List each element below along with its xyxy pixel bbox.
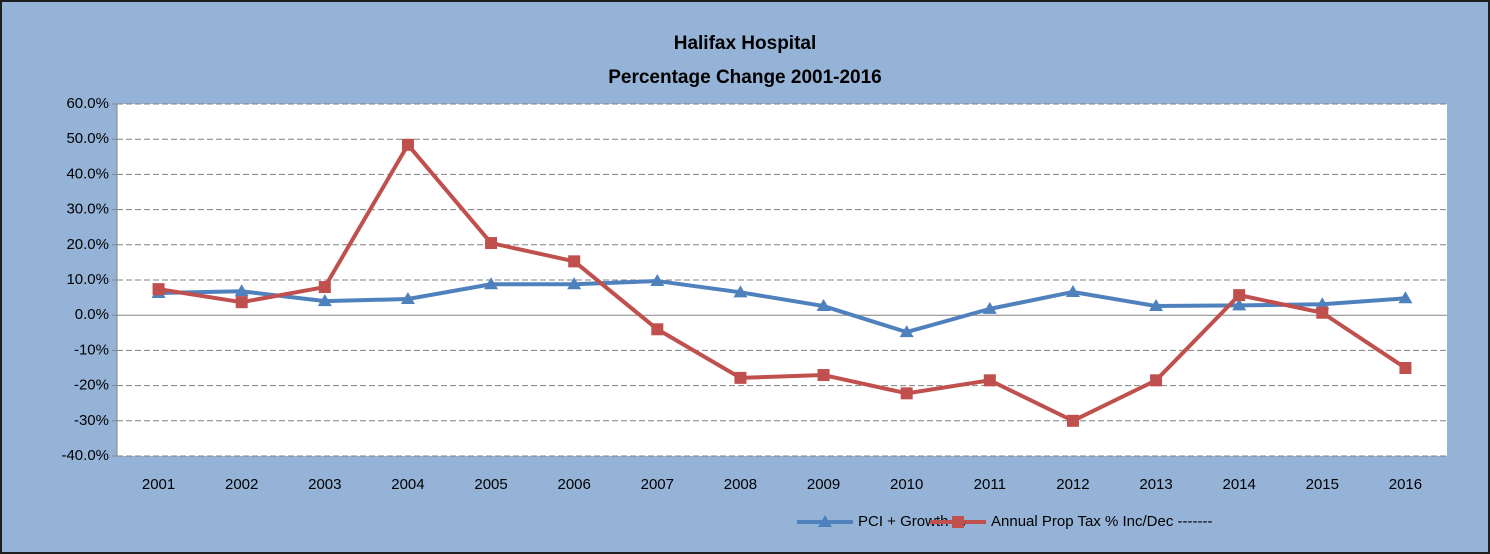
data-point (485, 237, 498, 250)
x-tick-label: 2006 (558, 476, 591, 493)
data-point (567, 277, 582, 290)
data-point (568, 255, 581, 268)
legend-label: PCI + Growth % (858, 513, 966, 530)
data-point (1066, 414, 1079, 427)
x-tick-label: 2007 (641, 476, 674, 493)
data-point (318, 281, 331, 294)
x-tick-label: 2013 (1139, 476, 1172, 493)
data-point (1316, 306, 1329, 319)
x-tick-label: 2016 (1389, 476, 1422, 493)
y-tick-label: -20% (74, 377, 109, 394)
y-tick-label: 10.0% (66, 271, 109, 288)
x-tick-label: 2015 (1306, 476, 1339, 493)
data-point (234, 284, 249, 297)
x-tick-label: 2004 (391, 476, 424, 493)
data-point (484, 277, 499, 290)
chart-title: Halifax Hospital (674, 33, 817, 54)
chart-subtitle: Percentage Change 2001-2016 (608, 67, 882, 88)
x-tick-label: 2003 (308, 476, 341, 493)
legend-label: Annual Prop Tax % Inc/Dec ------- (991, 513, 1212, 530)
data-point (400, 292, 415, 305)
y-tick-label: -30% (74, 412, 109, 429)
x-tick-label: 2012 (1056, 476, 1089, 493)
data-point (1315, 297, 1330, 310)
y-tick-label: 60.0% (66, 95, 109, 112)
data-point (1399, 362, 1412, 374)
data-point (1398, 291, 1413, 304)
data-point (235, 296, 248, 309)
x-tick-label: 2011 (974, 476, 1006, 493)
data-point (1150, 374, 1163, 387)
data-point (1065, 284, 1080, 297)
data-point (734, 371, 747, 384)
data-point (317, 294, 332, 307)
x-tick-label: 2009 (807, 476, 840, 493)
data-point (651, 323, 664, 336)
data-point (816, 299, 831, 312)
x-tick-label: 2005 (474, 476, 507, 493)
data-point (650, 274, 665, 287)
data-point (817, 369, 830, 382)
data-point (983, 374, 996, 387)
data-point (1233, 289, 1246, 302)
legend-marker (818, 515, 832, 527)
data-point (733, 285, 748, 298)
y-tick-label: 0.0% (75, 306, 109, 323)
data-point (900, 387, 913, 400)
y-tick-label: -40.0% (61, 447, 109, 464)
legend-marker (952, 516, 964, 528)
y-tick-label: 20.0% (66, 236, 109, 253)
data-point (1149, 299, 1164, 312)
x-tick-label: 2010 (890, 476, 923, 493)
x-tick-label: 2014 (1223, 476, 1256, 493)
x-tick-label: 2002 (225, 476, 258, 493)
y-tick-label: -10% (74, 341, 109, 358)
data-point (152, 283, 165, 296)
data-point (982, 301, 997, 314)
x-tick-label: 2008 (724, 476, 757, 493)
data-point (401, 138, 414, 151)
x-tick-label: 2001 (142, 476, 175, 493)
y-tick-label: 40.0% (66, 165, 109, 182)
y-tick-label: 30.0% (66, 201, 109, 218)
data-point (899, 325, 914, 338)
y-tick-label: 50.0% (66, 130, 109, 147)
series-line (158, 142, 1407, 423)
series-line (158, 279, 1406, 335)
data-point (1232, 298, 1247, 311)
